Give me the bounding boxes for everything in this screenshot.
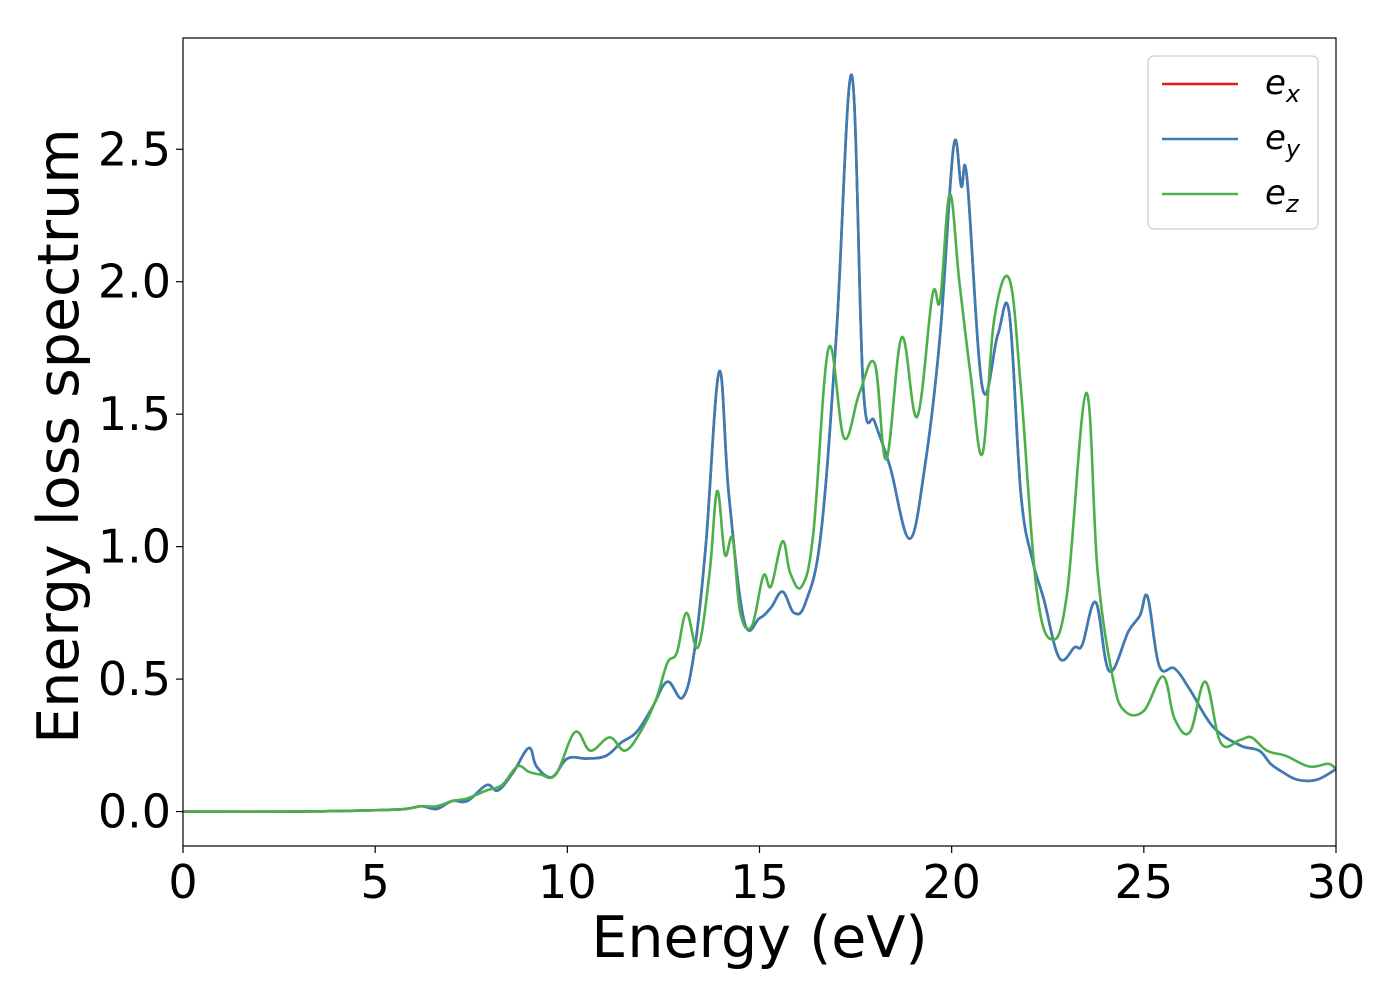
x-axis-ticks: 0 5 10 15 20 25 30: [168, 846, 1365, 909]
x-tick-label: 5: [361, 855, 390, 909]
x-axis-label: Energy (eV): [591, 905, 927, 971]
x-tick-label: 30: [1307, 855, 1366, 909]
y-axis-label: Energy loss spectrum: [26, 128, 92, 744]
y-tick-label: 0.5: [98, 652, 171, 706]
series-layer: [183, 73, 1336, 813]
series-line-z: [183, 192, 1336, 813]
y-tick-label: 0.0: [98, 785, 171, 839]
y-tick-label: 2.5: [98, 122, 171, 176]
legend-label-x: ex: [1265, 63, 1301, 108]
legend-label-z: ez: [1265, 173, 1300, 218]
legend-box: [1147, 55, 1319, 230]
y-tick-label: 2.0: [98, 255, 171, 309]
x-tick-label: 20: [922, 855, 981, 909]
y-axis-ticks: 0.0 0.5 1.0 1.5 2.0 2.5: [98, 122, 183, 839]
x-tick-label: 15: [730, 855, 789, 909]
legend: ex ey ez: [1147, 55, 1319, 230]
legend-label-y: ey: [1265, 118, 1301, 163]
x-tick-label: 0: [168, 855, 197, 909]
y-tick-label: 1.0: [98, 520, 171, 574]
x-tick-label: 25: [1115, 855, 1174, 909]
y-tick-label: 1.5: [98, 387, 171, 441]
series-line-y: [183, 73, 1336, 813]
x-tick-label: 10: [538, 855, 597, 909]
